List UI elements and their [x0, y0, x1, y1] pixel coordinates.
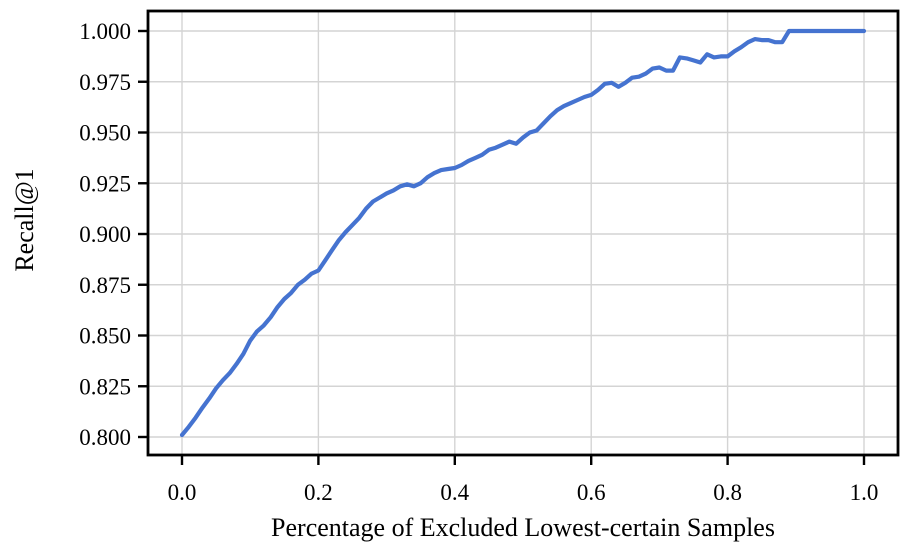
y-axis-tick-label: 0.900: [79, 222, 131, 247]
x-axis-tick-label: 0.2: [304, 480, 333, 505]
x-axis-tick-label: 0.6: [577, 480, 606, 505]
y-axis-tick-label: 0.950: [79, 121, 131, 146]
y-axis-tick-label: 1.000: [79, 19, 131, 44]
x-axis-tick-label: 0.8: [713, 480, 742, 505]
y-axis-tick-label: 0.800: [79, 425, 131, 450]
x-axis-tick-label: 0.0: [168, 480, 197, 505]
y-axis-tick-label: 0.850: [79, 324, 131, 349]
y-axis-tick-label: 0.875: [79, 273, 131, 298]
y-axis-tick-label: 0.925: [79, 171, 131, 196]
x-axis-tick-label: 1.0: [850, 480, 879, 505]
y-axis-title: Recall@1: [10, 168, 39, 272]
x-axis-title: Percentage of Excluded Lowest-certain Sa…: [271, 513, 775, 542]
recall-curve-line: [179, 28, 867, 438]
y-axis-tick-label: 0.975: [79, 70, 131, 95]
y-axis-tick-label: 0.825: [79, 374, 131, 399]
x-axis-tick-label: 0.4: [440, 480, 469, 505]
plot-frame: [146, 9, 900, 457]
